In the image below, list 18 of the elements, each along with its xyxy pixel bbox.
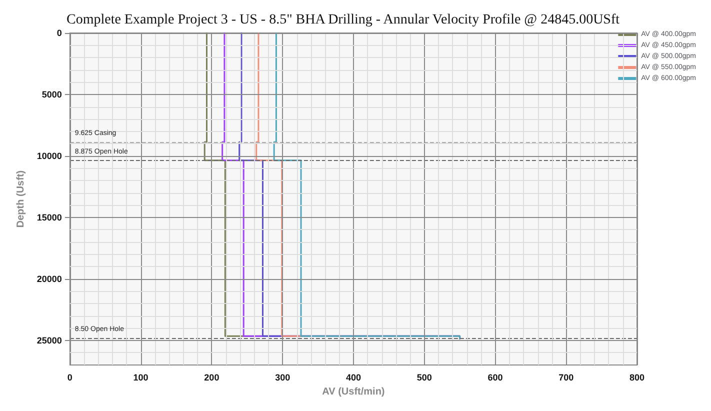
y-axis-title: Depth (Usft) [16, 170, 26, 228]
y-tick-label: 5000 [42, 89, 62, 100]
x-tick-label: 700 [558, 372, 574, 382]
x-tick-label: 0 [67, 372, 72, 382]
chart-title: Complete Example Project 3 - US - 8.5" BHA Drilling - Annular Velocity Profile @ 24845.00USft [66, 12, 620, 28]
x-tick-label: 400 [346, 372, 361, 382]
x-tick-label: 500 [416, 372, 432, 382]
x-tick-label: 600 [488, 372, 503, 382]
y-tick-label: 15000 [36, 212, 62, 222]
y-tick-label: 10000 [36, 150, 62, 161]
y-tick-label: 20000 [36, 274, 62, 284]
x-axis-title: AV (Usft/min) [322, 386, 385, 398]
x-tick-label: 300 [275, 372, 290, 382]
y-tick-label: 25000 [36, 335, 62, 346]
x-tick-label: 800 [629, 372, 645, 382]
y-tick-label: 0 [56, 28, 62, 38]
x-tick-label: 200 [204, 372, 220, 382]
x-tick-label: 100 [133, 372, 148, 382]
